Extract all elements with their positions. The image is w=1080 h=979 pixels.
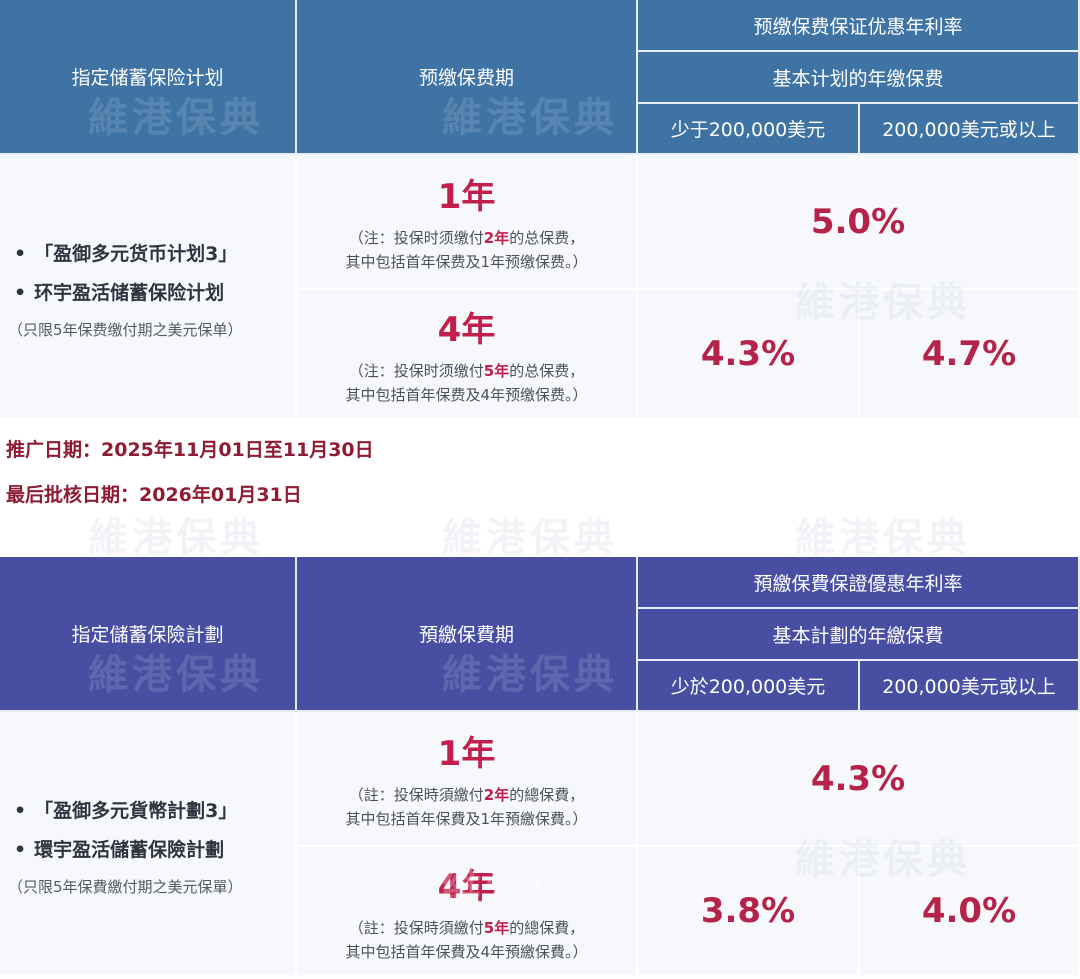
- promo-date: 推广日期：2025年11月01日至11月30日: [6, 439, 374, 461]
- rate: 4.3%: [638, 712, 1080, 847]
- plan-note: （只限5年保費繳付期之美元保單）: [8, 878, 243, 896]
- header-cell: 200,000美元或以上: [860, 104, 1080, 155]
- note-highlight: 2年: [483, 786, 510, 804]
- rate: 4.7%: [860, 290, 1080, 420]
- note: 其中包括首年保費及4年預繳保費。）: [345, 942, 588, 961]
- header-cell: 基本计划的年缴保费: [638, 52, 1080, 104]
- table: 指定儲蓄保險計劃 預繳保費期 預繳保費保證優惠年利率 基本計劃的年繳保費 少於200,0…: [0, 557, 1080, 977]
- note-text: （註：投保時須繳付: [348, 918, 484, 937]
- note-highlight: 5年: [483, 918, 510, 937]
- plan-name: 「盈御多元貨幣計劃3」: [14, 796, 237, 823]
- note-text: 的总保费，: [509, 229, 585, 247]
- period-cell: 1年 （注：投保时须缴付2年的总保费， 其中包括首年保费及1年预缴保费。）: [297, 155, 638, 290]
- note-text: （注：投保时须缴付: [348, 229, 484, 247]
- period: 4年: [437, 866, 496, 907]
- period: 1年: [437, 734, 496, 774]
- header-cell: 少於200,000美元: [638, 661, 860, 712]
- note-text: 的總保費，: [509, 918, 585, 937]
- watermark: 維港保典: [88, 515, 264, 561]
- watermark: 維港保典: [795, 515, 971, 561]
- rate: 4.0%: [860, 847, 1080, 977]
- period-cell: 4年 （注：投保时须缴付5年的总保费， 其中包括首年保费及4年预缴保费。）: [297, 290, 638, 420]
- rate: 4.3%: [638, 290, 860, 420]
- note-text: 的總保費，: [509, 786, 585, 804]
- note: 其中包括首年保費及1年預繳保費。）: [345, 810, 588, 828]
- header-cell: 預繳保費期: [297, 557, 638, 712]
- period-cell: 1年 （註：投保時須繳付2年的總保費， 其中包括首年保費及1年預繳保費。）: [297, 712, 638, 847]
- note: 其中包括首年保费及4年预缴保费。）: [345, 385, 588, 404]
- plan-cell: 「盈御多元貨幣計劃3」環宇盈活儲蓄保險計劃 （只限5年保費繳付期之美元保單）: [0, 712, 297, 977]
- rate: 5.0%: [638, 155, 1080, 290]
- header-cell: 预缴保费保证优惠年利率: [638, 0, 1080, 52]
- rate: 3.8%: [638, 847, 860, 977]
- plan-name: 环宇盈活储蓄保险计划: [14, 278, 224, 305]
- note-text: （註：投保時須繳付: [348, 786, 484, 804]
- note: 其中包括首年保费及1年预缴保费。）: [345, 253, 588, 271]
- note: （註：投保時須繳付2年的總保費，: [349, 783, 584, 807]
- plan-name: 環宇盈活儲蓄保險計劃: [14, 835, 224, 862]
- note-highlight: 2年: [483, 229, 510, 247]
- note: （注：投保时须缴付2年的总保费，: [349, 226, 584, 250]
- note-text: （注：投保时须缴付: [348, 361, 484, 380]
- period: 4年: [437, 309, 496, 350]
- note-highlight: 5年: [483, 361, 510, 380]
- header-cell: 預繳保費保證優惠年利率: [638, 557, 1080, 609]
- note: （注：投保时须缴付5年的总保费，: [349, 359, 584, 383]
- header-cell: 指定储蓄保险计划: [0, 0, 297, 155]
- approval-date: 最后批核日期：2026年01月31日: [6, 484, 302, 506]
- period-cell: 4年 （註：投保時須繳付5年的總保費， 其中包括首年保費及4年預繳保費。）: [297, 847, 638, 977]
- header-cell: 指定儲蓄保險計劃: [0, 557, 297, 712]
- note: （註：投保時須繳付5年的總保費，: [349, 916, 584, 940]
- period: 1年: [437, 177, 496, 217]
- watermark: 維港保典: [442, 515, 618, 561]
- header-cell: 少于200,000美元: [638, 104, 860, 155]
- table: 指定储蓄保险计划 预缴保费期 预缴保费保证优惠年利率 基本计划的年缴保费 少于200,0…: [0, 0, 1080, 420]
- note-text: 的总保费，: [509, 361, 585, 380]
- header-cell: 200,000美元或以上: [860, 661, 1080, 712]
- plan-note: （只限5年保费缴付期之美元保单）: [8, 321, 243, 339]
- header-cell: 预缴保费期: [297, 0, 638, 155]
- plan-cell: 「盈御多元货币计划3」环宇盈活储蓄保险计划 （只限5年保费缴付期之美元保单）: [0, 155, 297, 420]
- plan-name: 「盈御多元货币计划3」: [14, 239, 237, 266]
- header-cell: 基本計劃的年繳保費: [638, 609, 1080, 661]
